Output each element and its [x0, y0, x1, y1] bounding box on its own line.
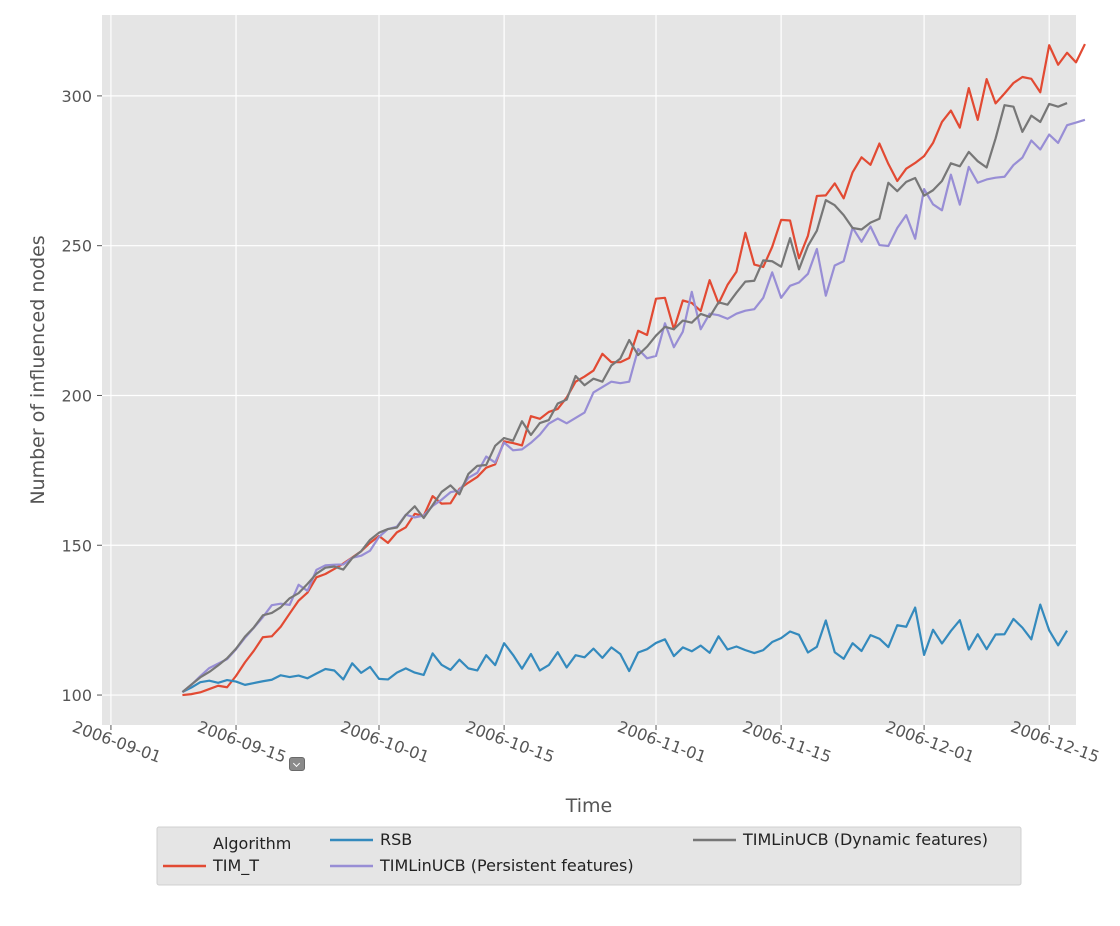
series-line-1	[181, 603, 1068, 694]
legend: Algorithm TIM_T RSB TIMLinUCB (Persistent …	[156, 826, 1022, 886]
legend-entry-label: TIMLinUCB (Dynamic features)	[742, 830, 988, 849]
y-tick-label: 300	[61, 87, 92, 106]
legend-title: Algorithm	[213, 834, 291, 853]
series-line-3	[181, 102, 1068, 693]
legend-entry-label: TIMLinUCB (Persistent features)	[379, 856, 634, 875]
x-gridlines	[110, 15, 1050, 725]
legend-entries: TIM_T RSB TIMLinUCB (Persistent features) T…	[163, 830, 988, 876]
y-axis-ticks: 100 150 200 250 300	[61, 87, 102, 705]
legend-entry-label: RSB	[380, 830, 412, 849]
y-tick-label: 250	[61, 237, 92, 256]
y-axis-label: Number of influenced nodes	[27, 235, 49, 504]
plot-area-background	[102, 15, 1076, 725]
y-tick-label: 100	[61, 686, 92, 705]
y-tick-label: 200	[61, 386, 92, 405]
series-line-2	[181, 118, 1086, 693]
legend-entry-label: TIM_T	[212, 856, 259, 876]
legend-box	[156, 826, 1022, 886]
series-line-0	[182, 43, 1086, 697]
series-lines	[181, 43, 1086, 697]
y-tick-label: 150	[61, 536, 92, 555]
y-gridlines	[102, 95, 1076, 696]
chevron-down-icon[interactable]	[289, 757, 305, 771]
x-axis-label: Time	[565, 795, 613, 817]
